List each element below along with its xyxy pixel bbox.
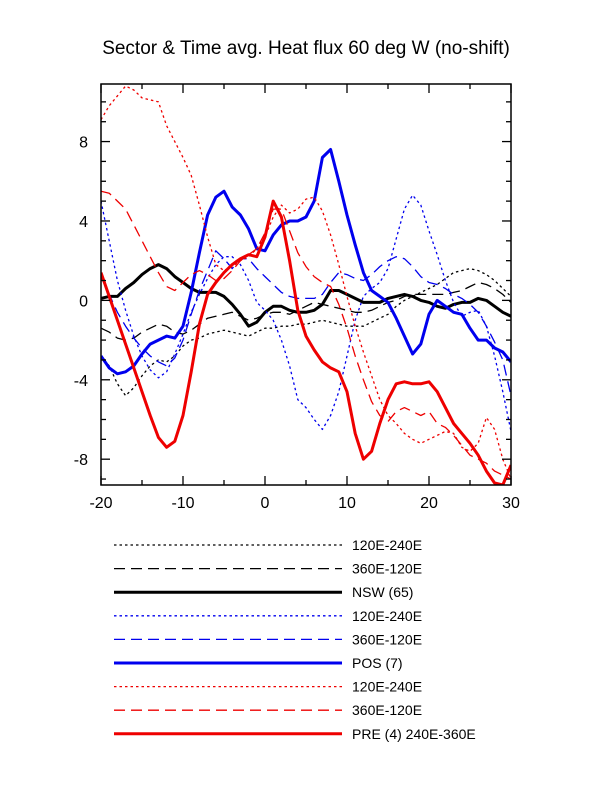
series-line-9 (101, 199, 511, 485)
series-line-6 (101, 148, 511, 376)
legend-label-6: POS (7) (352, 655, 403, 671)
x-tick-label: 30 (502, 495, 520, 512)
x-tick-label: -10 (171, 495, 194, 512)
series-layer (101, 85, 511, 485)
chart-title: Sector & Time avg. Heat flux 60 deg W (n… (102, 38, 510, 59)
legend: 120E-240E 360E-120E NSW (65) 120E-240E 360E-… (114, 537, 476, 742)
y-tick-label: 4 (79, 214, 88, 231)
x-tick-label: 20 (420, 495, 438, 512)
series-line-5 (101, 250, 511, 396)
plot-frame (100, 83, 512, 486)
x-tick-label: -20 (89, 495, 112, 512)
y-tick-label: 0 (79, 293, 88, 310)
legend-label-4: 120E-240E (352, 608, 422, 624)
legend-label-3: NSW (65) (352, 584, 413, 600)
series-line-3 (101, 263, 511, 328)
x-tick-label: 0 (261, 495, 270, 512)
series-line-7 (101, 85, 511, 480)
series-line-2 (101, 281, 511, 341)
series-line-1 (101, 267, 511, 397)
y-tick-label: -8 (74, 452, 88, 469)
y-tick-label: 8 (79, 135, 88, 152)
series-line-4 (101, 194, 511, 432)
legend-label-1: 120E-240E (352, 537, 422, 553)
y-tick-label: -4 (74, 373, 88, 390)
x-tick-label: 10 (338, 495, 356, 512)
legend-label-7: 120E-240E (352, 679, 422, 695)
legend-label-5: 360E-120E (352, 631, 422, 647)
legend-label-9: PRE (4) 240E-360E (352, 726, 476, 742)
series-line-8 (101, 190, 511, 480)
legend-label-8: 360E-120E (352, 702, 422, 718)
axes-layer: -20 -10 0 10 20 30 -8 -4 0 4 8 (74, 84, 520, 512)
legend-label-2: 360E-120E (352, 561, 422, 577)
